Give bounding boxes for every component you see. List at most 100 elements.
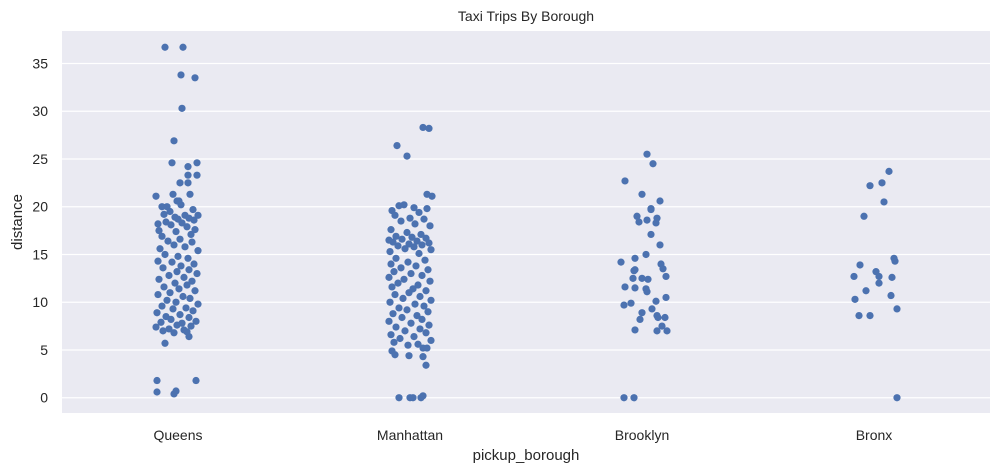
data-point <box>395 304 403 312</box>
data-point <box>405 289 413 297</box>
data-point <box>183 223 191 231</box>
data-point <box>851 295 859 303</box>
series-manhattan <box>385 123 436 402</box>
data-point <box>386 248 394 256</box>
x-tick-label: Brooklyn <box>615 427 669 443</box>
data-point <box>416 325 424 333</box>
data-point <box>161 250 169 259</box>
data-point <box>662 272 670 281</box>
data-point <box>630 267 638 275</box>
data-point <box>888 273 896 281</box>
y-tick-label: 20 <box>32 199 48 215</box>
data-point <box>421 256 429 264</box>
data-point <box>656 197 664 205</box>
data-point <box>631 254 639 262</box>
data-point <box>180 273 188 281</box>
data-point <box>152 192 160 200</box>
y-tick-labels: 0 5 10 15 20 25 30 35 <box>32 55 48 405</box>
data-point <box>387 226 395 234</box>
data-point <box>404 258 412 266</box>
data-point <box>621 283 629 291</box>
data-point <box>158 232 166 240</box>
data-point <box>418 315 426 324</box>
data-point <box>176 311 184 319</box>
data-point <box>649 160 657 168</box>
data-point <box>407 269 415 278</box>
data-point <box>633 212 641 220</box>
data-point <box>185 214 193 222</box>
data-point <box>400 275 408 283</box>
data-points <box>152 43 901 402</box>
data-point <box>168 159 176 167</box>
data-point <box>413 237 421 245</box>
data-point <box>386 298 394 306</box>
data-point <box>170 137 178 145</box>
chart-title: Taxi Trips By Borough <box>458 8 594 24</box>
data-point <box>183 281 191 289</box>
data-point <box>414 281 422 289</box>
y-axis-label: distance <box>9 194 26 250</box>
data-point <box>177 71 185 79</box>
data-point <box>188 238 196 246</box>
y-tick-label: 35 <box>32 55 48 71</box>
data-point <box>193 269 201 278</box>
data-point <box>168 258 176 266</box>
data-point <box>400 201 408 209</box>
data-point <box>178 219 186 227</box>
y-tick-label: 10 <box>32 294 48 310</box>
data-point <box>423 205 431 213</box>
data-point <box>422 361 430 369</box>
data-point <box>394 279 402 287</box>
data-point <box>154 220 162 228</box>
data-point <box>385 273 393 281</box>
data-point <box>426 277 434 285</box>
data-point <box>419 123 427 132</box>
data-point <box>176 179 184 187</box>
data-point <box>617 258 625 266</box>
series-brooklyn <box>617 150 671 402</box>
data-point <box>395 394 403 402</box>
data-point <box>417 230 425 239</box>
data-point <box>153 388 161 396</box>
data-point <box>391 351 399 359</box>
x-tick-label: Bronx <box>856 427 893 443</box>
data-point <box>866 182 874 190</box>
data-point <box>161 43 169 51</box>
plot-area <box>62 31 990 413</box>
data-point <box>862 287 870 295</box>
data-point <box>425 321 433 329</box>
data-point <box>424 266 432 274</box>
x-tick-labels: Queens Manhattan Brooklyn Bronx <box>153 427 892 443</box>
data-point <box>188 277 196 285</box>
data-point <box>866 311 874 320</box>
data-point <box>165 325 173 333</box>
data-point <box>662 293 670 302</box>
data-point <box>415 208 423 217</box>
series-bronx <box>850 167 901 402</box>
y-tick-label: 15 <box>32 246 48 262</box>
data-point <box>171 279 179 287</box>
data-point <box>163 296 171 304</box>
y-tick-label: 25 <box>32 151 48 167</box>
data-point <box>891 257 899 265</box>
data-point <box>397 217 405 225</box>
data-point <box>631 284 639 292</box>
data-point <box>175 285 183 293</box>
data-point <box>177 262 185 270</box>
data-point <box>390 338 398 346</box>
data-point <box>190 260 198 268</box>
data-point <box>631 326 639 334</box>
data-point <box>642 250 650 259</box>
data-point <box>154 290 162 299</box>
data-point <box>173 268 181 276</box>
data-point <box>179 43 187 51</box>
data-point <box>627 299 635 307</box>
data-point <box>403 228 411 237</box>
data-point <box>187 230 195 239</box>
data-point <box>399 294 407 302</box>
series-queens <box>152 43 202 398</box>
data-point <box>428 192 436 200</box>
data-point <box>635 218 643 226</box>
y-tick-label: 30 <box>32 103 48 119</box>
